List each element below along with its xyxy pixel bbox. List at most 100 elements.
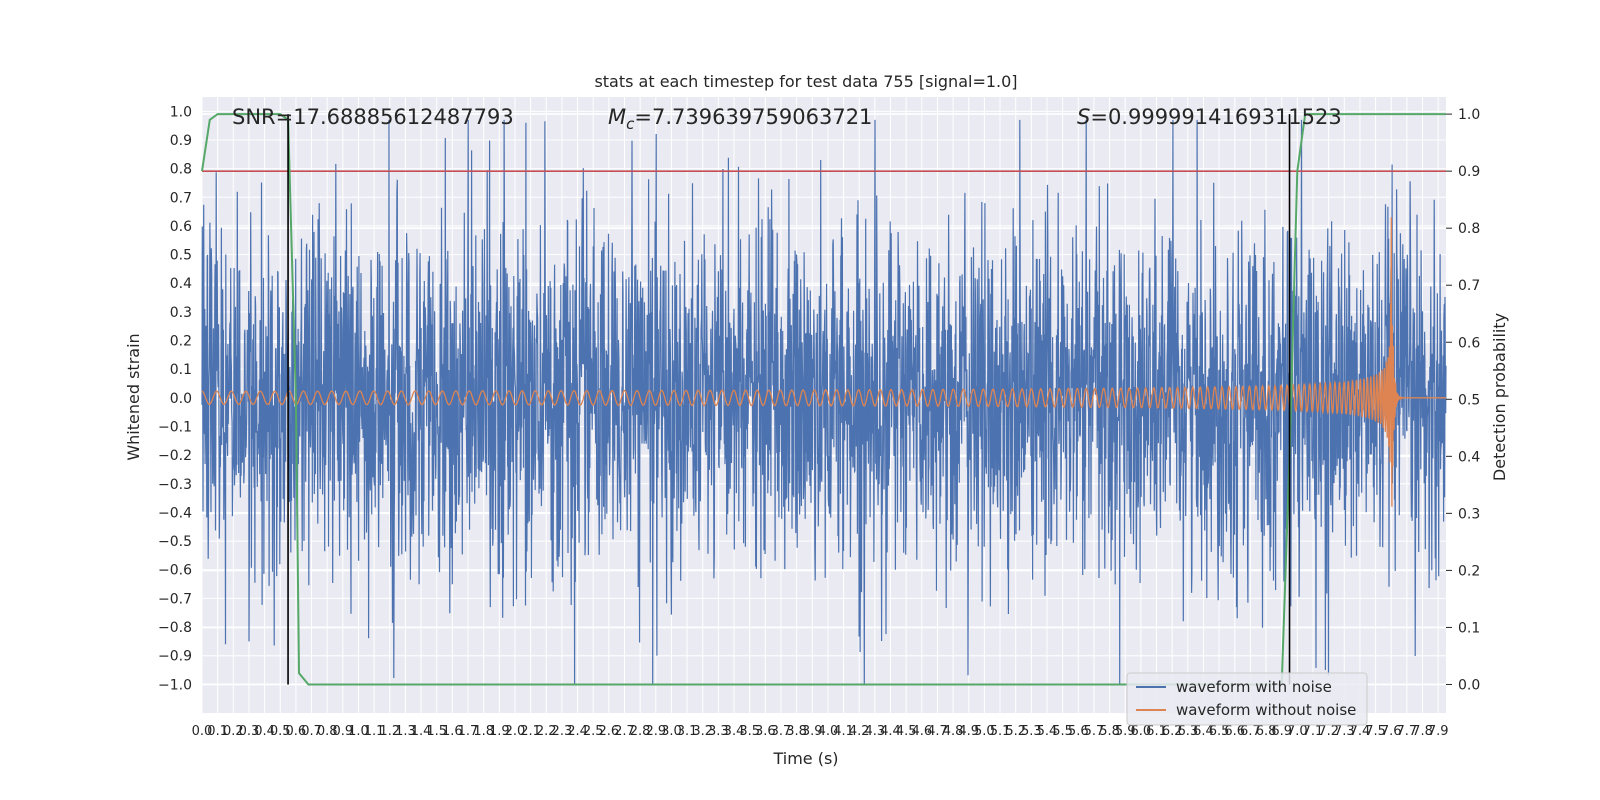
x-tick-5: 0.5 [270,724,291,739]
y-tick-left-11: −0.1 [158,419,192,435]
x-tick-36: 3.6 [755,724,776,739]
x-tick-65: 6.5 [1209,724,1230,739]
x-tick-15: 1.5 [426,724,447,739]
y-tick-right-8: 0.2 [1458,563,1480,579]
x-tick-18: 1.8 [473,724,494,739]
legend-label-noise: waveform with noise [1176,678,1332,696]
noise-trace [201,119,1447,685]
y-tick-left-3: 0.7 [170,190,192,206]
x-tick-28: 2.8 [630,724,651,739]
y-tick-right-9: 0.1 [1458,620,1480,636]
y-tick-right-0: 1.0 [1458,107,1480,123]
y-tick-right-6: 0.4 [1458,449,1480,465]
y-tick-left-17: −0.7 [158,591,192,607]
x-tick-29: 2.9 [645,724,666,739]
x-tick-32: 3.2 [692,724,713,739]
x-tick-19: 1.9 [489,724,510,739]
legend-label-clean: waveform without noise [1176,701,1356,719]
y-tick-left-18: −0.8 [158,620,192,636]
x-tick-16: 1.6 [442,724,463,739]
y-tick-left-16: −0.6 [158,563,192,579]
x-tick-48: 4.8 [943,724,964,739]
probability-trace [201,113,1446,686]
x-tick-44: 4.4 [880,724,901,739]
y-tick-left-4: 0.6 [170,219,192,235]
x-tick-41: 4.1 [833,724,854,739]
y-tick-left-0: 1.0 [170,104,192,120]
x-tick-78: 7.8 [1412,724,1433,739]
y-axis-label-left: Whitened strain [124,333,143,460]
y-tick-left-19: −0.9 [158,649,192,665]
y-tick-right-10: 0.0 [1458,677,1480,693]
x-tick-77: 7.7 [1397,724,1418,739]
x-tick-31: 3.1 [677,724,698,739]
y-tick-left-5: 0.5 [170,248,192,264]
y-tick-left-2: 0.8 [170,162,192,178]
x-tick-14: 1.4 [411,724,432,739]
x-tick-10: 1.0 [348,724,369,739]
x-tick-9: 0.9 [332,724,353,739]
x-tick-70: 7.0 [1287,724,1308,739]
x-tick-38: 3.8 [786,724,807,739]
y-axis-label-right: Detection probability [1490,313,1509,481]
x-tick-71: 7.1 [1303,724,1324,739]
x-tick-63: 6.3 [1177,724,1198,739]
y-tick-left-1: 0.9 [170,133,192,149]
x-tick-20: 2.0 [505,724,526,739]
y-tick-left-20: −1.0 [158,677,192,693]
y-tick-right-2: 0.8 [1458,221,1480,237]
legend: waveform with noise waveform without noi… [1126,672,1368,726]
x-ticks: 0.00.10.20.30.40.50.60.70.80.91.01.11.21… [192,724,1449,739]
series-waveform-with-noise [201,119,1447,685]
x-tick-3: 0.3 [239,724,260,739]
chart-title: stats at each timestep for test data 755… [594,72,1017,91]
x-tick-67: 6.7 [1240,724,1261,739]
chirp-mass-subscript: c [626,115,635,133]
x-tick-79: 7.9 [1428,724,1449,739]
x-tick-59: 5.9 [1115,724,1136,739]
y-tick-left-9: 0.1 [170,362,192,378]
y-tick-left-12: −0.2 [158,448,192,464]
x-tick-42: 4.2 [849,724,870,739]
x-tick-39: 3.9 [802,724,823,739]
x-tick-43: 4.3 [865,724,886,739]
x-tick-37: 3.7 [771,724,792,739]
y-tick-right-4: 0.6 [1458,335,1480,351]
x-tick-25: 2.5 [583,724,604,739]
y-tick-left-8: 0.2 [170,334,192,350]
x-tick-11: 1.1 [364,724,385,739]
x-tick-7: 0.7 [301,724,322,739]
x-tick-57: 5.7 [1084,724,1105,739]
y-tick-right-3: 0.7 [1458,278,1480,294]
x-tick-49: 4.9 [958,724,979,739]
x-tick-34: 3.4 [724,724,745,739]
x-tick-4: 0.4 [254,724,275,739]
x-tick-22: 2.2 [536,724,557,739]
vertical-lines [287,114,1291,685]
y-tick-left-6: 0.4 [170,276,192,292]
x-tick-33: 3.3 [708,724,729,739]
x-tick-55: 5.5 [1052,724,1073,739]
y-tick-right-7: 0.3 [1458,506,1480,522]
x-tick-54: 5.4 [1037,724,1058,739]
x-tick-12: 1.2 [379,724,400,739]
x-tick-6: 0.6 [286,724,307,739]
x-tick-1: 0.1 [207,724,228,739]
x-tick-21: 2.1 [520,724,541,739]
y-ticks-left: 1.0 0.9 0.8 0.7 0.6 0.5 0.4 0.3 0.2 0.1 0.0 −0.1 −0.… [158,104,192,693]
x-tick-61: 6.1 [1146,724,1167,739]
x-tick-64: 6.4 [1193,724,1214,739]
x-tick-47: 4.7 [927,724,948,739]
x-tick-58: 5.8 [1099,724,1120,739]
chirp-mass-value: =7.739639759063721 [634,105,872,129]
x-tick-53: 5.3 [1021,724,1042,739]
chirp-mass-annotation: Mc=7.739639759063721 [608,105,872,133]
legend-box [1126,672,1368,726]
x-tick-51: 5.1 [990,724,1011,739]
x-tick-69: 6.9 [1271,724,1292,739]
score-value: =0.9999914169311523 [1090,105,1341,129]
y-ticks-right: 1.0 0.9 0.8 0.7 0.6 0.5 0.4 0.3 0.2 0.1 0.0 [1446,107,1480,693]
x-tick-40: 4.0 [818,724,839,739]
x-tick-50: 5.0 [974,724,995,739]
